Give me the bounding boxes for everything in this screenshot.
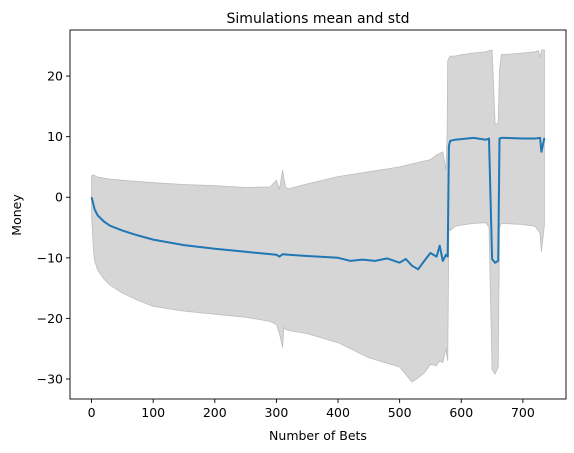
x-tick-label: 0 — [88, 405, 96, 420]
chart-title: Simulations mean and std — [227, 11, 410, 27]
x-axis-label: Number of Bets — [269, 428, 367, 443]
y-tick-label: 20 — [47, 69, 63, 84]
x-tick-label: 300 — [264, 405, 288, 420]
y-tick-label: 0 — [55, 190, 63, 205]
mean-line — [90, 136, 546, 271]
y-tick-label: 10 — [47, 129, 63, 144]
y-tick-label: −30 — [37, 372, 63, 387]
std-band — [91, 49, 545, 383]
plot-area: 0 100 200 300 400 500 600 700 −30 −20 −10 0 10 20 — [37, 29, 567, 420]
axes-frame — [69, 29, 567, 400]
y-tick-label: −10 — [37, 250, 63, 265]
y-axis-label: Money — [9, 194, 24, 236]
x-tick-label: 400 — [326, 405, 350, 420]
x-tick-label: 600 — [449, 405, 473, 420]
x-tick-label: 100 — [141, 405, 165, 420]
x-tick-label: 500 — [388, 405, 412, 420]
y-tick-label: −20 — [37, 311, 63, 326]
x-tick-label: 700 — [511, 405, 535, 420]
x-tick-label: 200 — [203, 405, 227, 420]
